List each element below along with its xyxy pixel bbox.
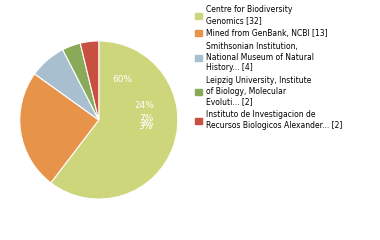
Text: 24%: 24%: [134, 101, 154, 110]
Wedge shape: [63, 43, 99, 120]
Wedge shape: [51, 41, 178, 199]
Wedge shape: [80, 41, 99, 120]
Wedge shape: [35, 50, 99, 120]
Wedge shape: [20, 74, 99, 183]
Text: 7%: 7%: [139, 114, 154, 123]
Text: 3%: 3%: [139, 119, 153, 128]
Text: 3%: 3%: [139, 122, 153, 131]
Legend: Centre for Biodiversity
Genomics [32], Mined from GenBank, NCBI [13], Smithsonia: Centre for Biodiversity Genomics [32], M…: [194, 4, 344, 131]
Text: 60%: 60%: [112, 74, 133, 84]
